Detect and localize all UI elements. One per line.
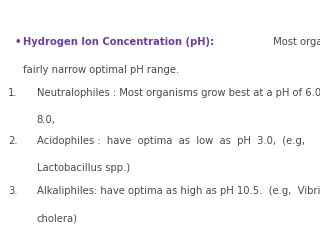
Text: 2.: 2. bbox=[8, 136, 18, 146]
Text: Lactobacillus spp.): Lactobacillus spp.) bbox=[37, 163, 130, 173]
Text: Most organisms have a: Most organisms have a bbox=[270, 37, 320, 47]
Text: Alkaliphiles: have optima as high as pH 10.5.  (e.g,  Vibrio: Alkaliphiles: have optima as high as pH … bbox=[37, 186, 320, 196]
Text: Neutralophiles : Most organisms grow best at a pH of 6.0–: Neutralophiles : Most organisms grow bes… bbox=[37, 88, 320, 98]
Text: •: • bbox=[14, 37, 21, 47]
Text: 1.: 1. bbox=[8, 88, 18, 98]
Text: 3.: 3. bbox=[8, 186, 18, 196]
Text: fairly narrow optimal pH range.: fairly narrow optimal pH range. bbox=[23, 65, 179, 75]
Text: 8.0,: 8.0, bbox=[37, 115, 56, 125]
Text: cholera): cholera) bbox=[37, 214, 78, 224]
Text: Acidophiles :  have  optima  as  low  as  pH  3.0,  (e.g,: Acidophiles : have optima as low as pH 3… bbox=[37, 136, 305, 146]
Text: Hydrogen Ion Concentration (pH):: Hydrogen Ion Concentration (pH): bbox=[23, 37, 214, 47]
